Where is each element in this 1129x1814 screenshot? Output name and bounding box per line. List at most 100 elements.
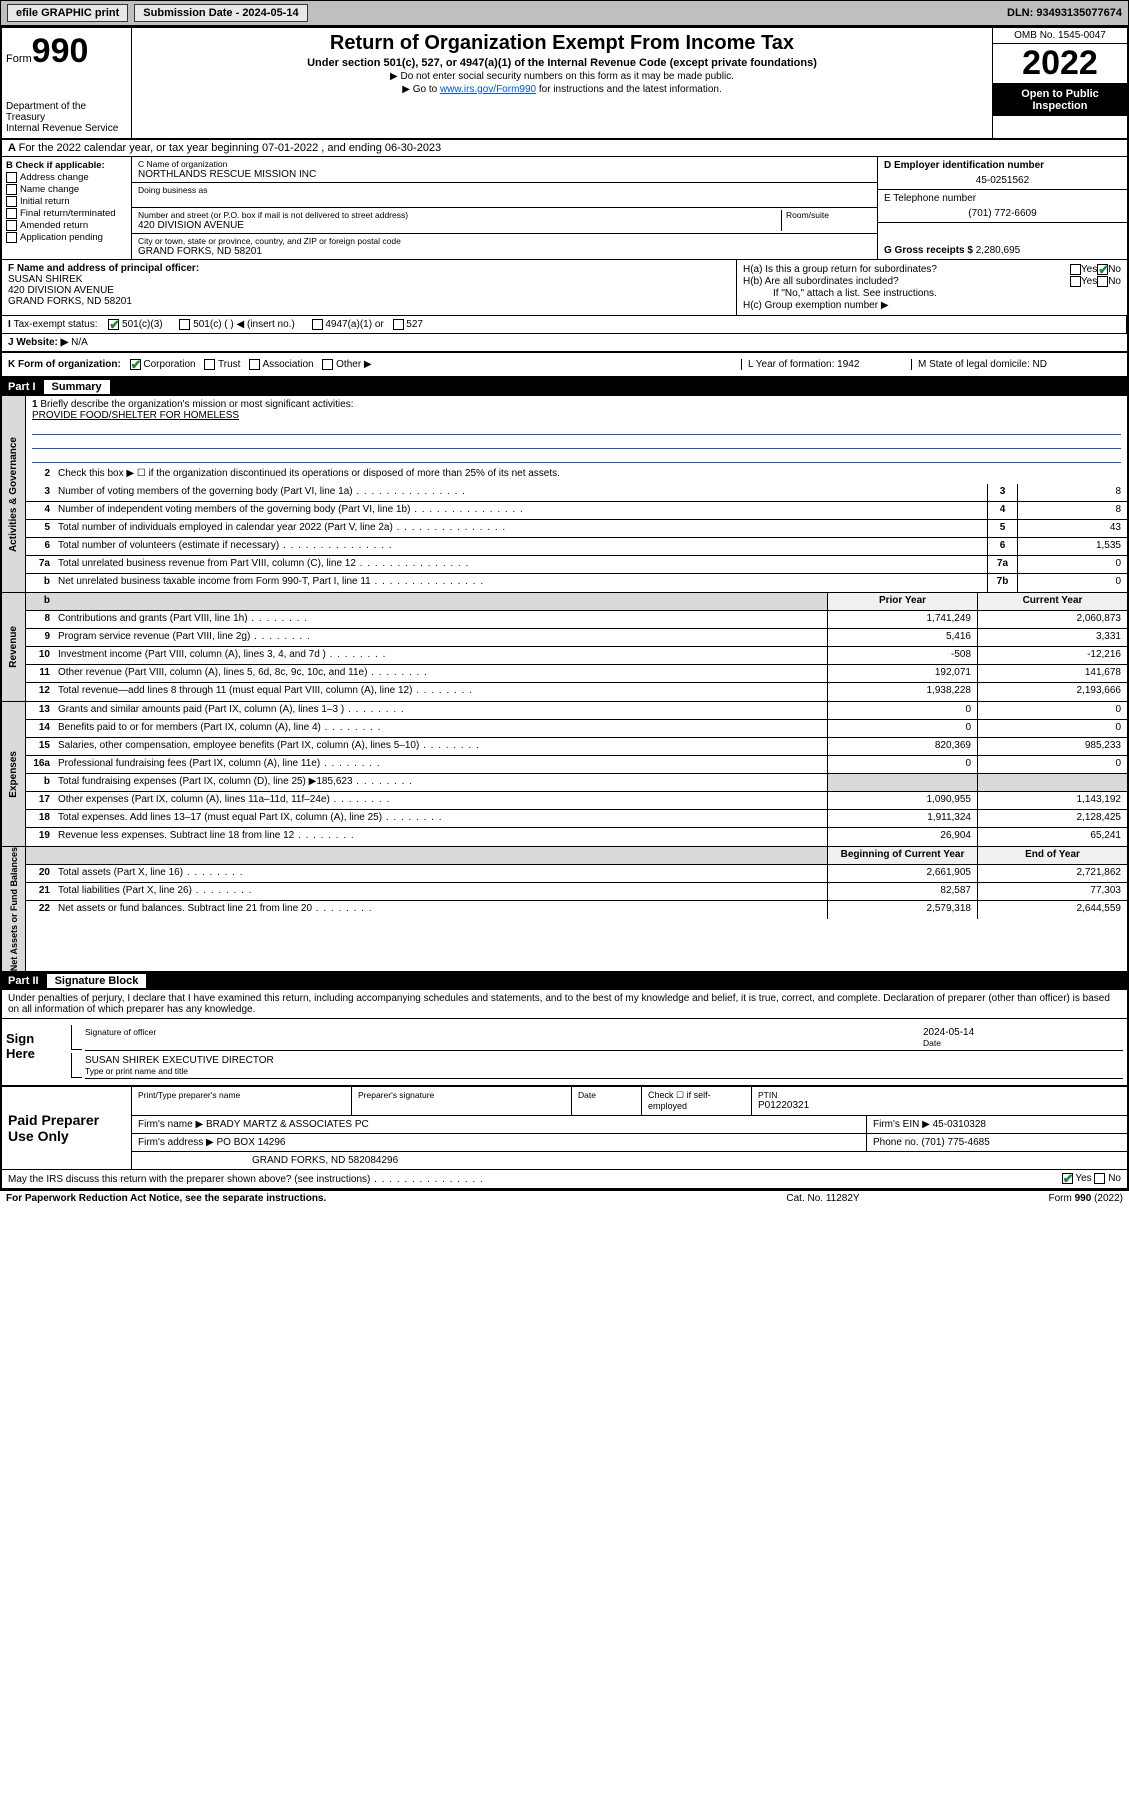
- firm-addr-label: Firm's address ▶: [138, 1137, 214, 1148]
- prior-value: [827, 774, 977, 791]
- gov-line-value: 0: [1017, 556, 1127, 573]
- hb-no-checkbox[interactable]: [1097, 276, 1108, 287]
- name-title-label: Type or print name and title: [85, 1066, 274, 1076]
- 527-checkbox[interactable]: [393, 319, 404, 330]
- firm-addr1: PO BOX 14296: [217, 1137, 286, 1148]
- current-value: 1,143,192: [977, 792, 1127, 809]
- firm-ein: 45-0310328: [933, 1119, 986, 1130]
- prior-value: 82,587: [827, 883, 977, 900]
- room-label: Room/suite: [786, 210, 871, 220]
- end-year-header: End of Year: [977, 847, 1127, 864]
- ein-value: 45-0251562: [884, 175, 1121, 186]
- form-title: Return of Organization Exempt From Incom…: [136, 32, 988, 55]
- prior-value: 1,090,955: [827, 792, 977, 809]
- opt-501c3: 501(c)(3): [122, 319, 163, 330]
- tax-year-range: For the 2022 calendar year, or tax year …: [19, 142, 442, 154]
- row-j-website: J Website: ▶ N/A: [2, 334, 1127, 353]
- chk-label: Initial return: [20, 196, 70, 207]
- ptin-label: PTIN: [758, 1090, 1121, 1100]
- chk-label: Final return/terminated: [20, 208, 116, 219]
- current-value: 0: [977, 702, 1127, 719]
- current-year-header: Current Year: [977, 593, 1127, 610]
- opt-4947: 4947(a)(1) or: [325, 319, 383, 330]
- dln-label: DLN: 93493135077674: [1007, 7, 1122, 19]
- name-change-checkbox[interactable]: [6, 184, 17, 195]
- phone-value: (701) 772-6609: [884, 208, 1121, 219]
- opt-corp: Corporation: [143, 359, 195, 370]
- bottom-footer: For Paperwork Reduction Act Notice, see …: [0, 1191, 1129, 1206]
- goto-post: for instructions and the latest informat…: [536, 84, 722, 95]
- line-text: Total assets (Part X, line 16): [54, 865, 827, 882]
- 4947-checkbox[interactable]: [312, 319, 323, 330]
- prior-value: 0: [827, 720, 977, 737]
- part1-header: Part I Summary: [2, 378, 1127, 396]
- corp-checkbox[interactable]: [130, 359, 141, 370]
- line-text: Total fundraising expenses (Part IX, col…: [54, 774, 827, 791]
- current-value: 65,241: [977, 828, 1127, 846]
- current-value: [977, 774, 1127, 791]
- 501c3-checkbox[interactable]: [108, 319, 119, 330]
- current-value: 3,331: [977, 629, 1127, 646]
- section-d-ein: D Employer identification number 45-0251…: [877, 157, 1127, 259]
- 501c-checkbox[interactable]: [179, 319, 190, 330]
- line-text: Professional fundraising fees (Part IX, …: [54, 756, 827, 773]
- line-text: Investment income (Part VIII, column (A)…: [54, 647, 827, 664]
- firm-name: BRADY MARTZ & ASSOCIATES PC: [206, 1119, 369, 1130]
- no-label: No: [1108, 1174, 1121, 1185]
- irs-form990-link[interactable]: www.irs.gov/Form990: [440, 84, 536, 95]
- k-label: K Form of organization:: [8, 359, 121, 370]
- part1-num: Part I: [8, 381, 36, 393]
- no-label: No: [1108, 276, 1121, 287]
- gross-value: 2,280,695: [976, 245, 1021, 256]
- q1-label: Briefly describe the organization's miss…: [40, 399, 353, 410]
- assoc-checkbox[interactable]: [249, 359, 260, 370]
- line-text: Total expenses. Add lines 13–17 (must eq…: [54, 810, 827, 827]
- hb-label: H(b) Are all subordinates included?: [743, 276, 1070, 287]
- line-text: Other revenue (Part VIII, column (A), li…: [54, 665, 827, 682]
- current-value: -12,216: [977, 647, 1127, 664]
- discuss-yes-checkbox[interactable]: [1062, 1173, 1073, 1184]
- other-checkbox[interactable]: [322, 359, 333, 370]
- section-f-officer: F Name and address of principal officer:…: [2, 260, 737, 315]
- goto-pre: ▶ Go to: [402, 84, 440, 95]
- discuss-no-checkbox[interactable]: [1094, 1173, 1105, 1184]
- initial-return-checkbox[interactable]: [6, 196, 17, 207]
- prior-value: -508: [827, 647, 977, 664]
- yes-label: Yes: [1081, 276, 1097, 287]
- ssn-note: ▶ Do not enter social security numbers o…: [136, 71, 988, 82]
- gov-line-value: 1,535: [1017, 538, 1127, 555]
- expenses-label: Expenses: [2, 702, 26, 846]
- ha-yes-checkbox[interactable]: [1070, 264, 1081, 275]
- gov-line-value: 0: [1017, 574, 1127, 592]
- firm-ein-label: Firm's EIN ▶: [873, 1119, 930, 1130]
- row-k-form-org: K Form of organization: Corporation Trus…: [2, 353, 1127, 378]
- part2-title: Signature Block: [47, 974, 147, 988]
- declaration-text: Under penalties of perjury, I declare th…: [2, 990, 1127, 1019]
- gov-line-text: Number of voting members of the governin…: [54, 484, 987, 501]
- gov-line-text: Number of independent voting members of …: [54, 502, 987, 519]
- application-pending-checkbox[interactable]: [6, 232, 17, 243]
- firm-addr2: GRAND FORKS, ND 582084296: [132, 1152, 1127, 1169]
- row-a-tax-year: A For the 2022 calendar year, or tax yea…: [2, 140, 1127, 157]
- trust-checkbox[interactable]: [204, 359, 215, 370]
- line-text: Total revenue—add lines 8 through 11 (mu…: [54, 683, 827, 701]
- officer-name: SUSAN SHIREK: [8, 274, 730, 285]
- gov-line-text: Total number of individuals employed in …: [54, 520, 987, 537]
- gov-line-text: Net unrelated business taxable income fr…: [54, 574, 987, 592]
- org-city: GRAND FORKS, ND 58201: [138, 246, 871, 257]
- paid-preparer-section: Paid Preparer Use Only Print/Type prepar…: [2, 1087, 1127, 1170]
- omb-number: OMB No. 1545-0047: [993, 28, 1127, 44]
- yes-label: Yes: [1075, 1174, 1091, 1185]
- final-return-checkbox[interactable]: [6, 208, 17, 219]
- address-change-checkbox[interactable]: [6, 172, 17, 183]
- ha-no-checkbox[interactable]: [1097, 264, 1108, 275]
- netassets-label: Net Assets or Fund Balances: [2, 847, 26, 971]
- hb-yes-checkbox[interactable]: [1070, 276, 1081, 287]
- chk-label: Address change: [20, 172, 89, 183]
- gov-line-text: Total unrelated business revenue from Pa…: [54, 556, 987, 573]
- section-b-checkboxes: B Check if applicable: Address change Na…: [2, 157, 132, 259]
- opt-trust: Trust: [218, 359, 240, 370]
- org-name: NORTHLANDS RESCUE MISSION INC: [138, 169, 871, 180]
- efile-print-button[interactable]: efile GRAPHIC print: [7, 4, 128, 22]
- amended-return-checkbox[interactable]: [6, 220, 17, 231]
